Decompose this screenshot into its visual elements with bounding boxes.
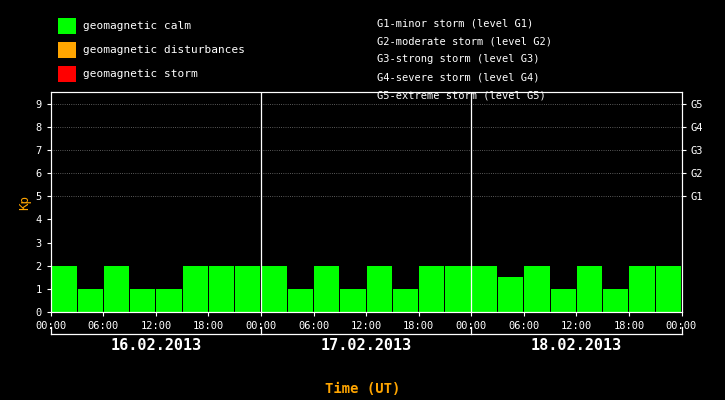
- Bar: [157, 289, 182, 312]
- Text: geomagnetic disturbances: geomagnetic disturbances: [83, 45, 245, 55]
- Bar: [235, 266, 260, 312]
- Text: 16.02.2013: 16.02.2013: [110, 338, 202, 353]
- Text: G3-strong storm (level G3): G3-strong storm (level G3): [377, 54, 539, 64]
- Text: 18.02.2013: 18.02.2013: [531, 338, 622, 353]
- Bar: [393, 289, 418, 312]
- Bar: [472, 266, 497, 312]
- Bar: [51, 266, 77, 312]
- Bar: [603, 289, 629, 312]
- Bar: [524, 266, 550, 312]
- Text: geomagnetic storm: geomagnetic storm: [83, 69, 198, 79]
- Bar: [419, 266, 444, 312]
- Bar: [314, 266, 339, 312]
- Bar: [104, 266, 129, 312]
- Text: G1-minor storm (level G1): G1-minor storm (level G1): [377, 18, 534, 28]
- Bar: [655, 266, 681, 312]
- Text: G4-severe storm (level G4): G4-severe storm (level G4): [377, 72, 539, 82]
- Bar: [130, 289, 155, 312]
- Bar: [78, 289, 103, 312]
- Bar: [340, 289, 365, 312]
- Text: G2-moderate storm (level G2): G2-moderate storm (level G2): [377, 36, 552, 46]
- Text: 17.02.2013: 17.02.2013: [320, 338, 412, 353]
- Text: geomagnetic calm: geomagnetic calm: [83, 21, 191, 31]
- Text: Time (UT): Time (UT): [325, 382, 400, 396]
- Bar: [367, 266, 392, 312]
- Bar: [445, 266, 471, 312]
- Bar: [262, 266, 287, 312]
- Bar: [498, 277, 523, 312]
- Bar: [288, 289, 313, 312]
- Bar: [209, 266, 234, 312]
- Text: G5-extreme storm (level G5): G5-extreme storm (level G5): [377, 90, 546, 100]
- Bar: [183, 266, 208, 312]
- Bar: [550, 289, 576, 312]
- Bar: [629, 266, 655, 312]
- Bar: [577, 266, 602, 312]
- Y-axis label: Kp: Kp: [18, 194, 31, 210]
